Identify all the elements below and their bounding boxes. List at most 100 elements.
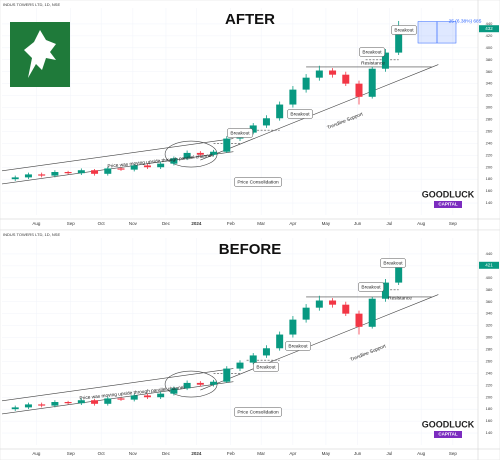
annotation: 25 (6.38%) 685: [449, 18, 482, 24]
consolidation-ellipse: [164, 370, 218, 398]
candle-body: [395, 28, 403, 53]
candle-body: [183, 382, 191, 389]
candle-body: [329, 70, 337, 75]
candle-body: [329, 300, 337, 305]
annotation: Price Consolidation: [234, 177, 282, 187]
logo-mark: [24, 30, 56, 78]
annotation-text: Breakout: [361, 284, 381, 290]
y-tick-label: 280: [486, 117, 493, 122]
x-tick-label: 2024: [191, 221, 202, 226]
y-tick-label: 380: [486, 287, 493, 292]
annotation: Breakout: [359, 47, 385, 57]
candle-body: [143, 165, 151, 168]
chart-title: BEFORE: [219, 241, 282, 258]
drawing-line: [1, 381, 234, 415]
brand-name: GOODLUCK: [422, 189, 475, 199]
brand-badge: [434, 201, 462, 208]
x-tick-label: Jul: [387, 451, 393, 456]
x-tick-label: Jun: [354, 451, 362, 456]
annotation-text: Breakout: [383, 260, 403, 266]
x-tick-label: Feb: [227, 451, 235, 456]
annotation-box: [391, 25, 417, 35]
annotation-text: Price Consolidation: [237, 179, 279, 185]
y-tick-label: 160: [486, 418, 493, 423]
y-tick-label: 260: [486, 128, 493, 133]
y-tick-label: 320: [486, 93, 493, 98]
drawing-line: [1, 138, 234, 172]
candle-body: [210, 381, 218, 385]
y-tick-label: 400: [486, 275, 493, 280]
candle-body: [223, 368, 231, 382]
candle-body: [355, 313, 363, 327]
x-tick-label: Aug: [32, 451, 41, 456]
candle-body: [51, 172, 59, 176]
y-tick-label: 260: [486, 358, 493, 363]
annotation: Breakout: [227, 128, 253, 138]
candle-body: [64, 172, 72, 174]
candle-body: [38, 404, 46, 406]
y-tick-label: 440: [486, 251, 493, 256]
candle-body: [355, 83, 363, 97]
candle-body: [77, 400, 85, 404]
annotation: Resistance: [388, 295, 412, 301]
x-tick-label: Oct: [98, 451, 106, 456]
y-tick-label: 160: [486, 188, 493, 193]
candle-body: [11, 407, 19, 410]
last-price-label: 432: [485, 26, 493, 31]
candle-body: [11, 177, 19, 180]
x-tick-label: Apr: [289, 451, 297, 456]
candle-body: [276, 334, 284, 349]
y-tick-label: 180: [486, 176, 493, 181]
annotation-text: Breakout: [256, 364, 276, 370]
annotation-box: [234, 407, 282, 417]
brand-sub: CAPITAL: [438, 432, 457, 437]
annotation-box: [253, 362, 279, 372]
y-tick-label: 360: [486, 69, 493, 74]
annotation-box: [380, 258, 406, 268]
candle-body: [276, 104, 284, 119]
x-tick-label: 2024: [191, 451, 202, 456]
chart-header: INDUS TOWERS LTD, 1D, NSE: [3, 232, 60, 237]
x-tick-label: Nov: [129, 451, 138, 456]
candle-body: [302, 307, 310, 320]
candle-body: [91, 170, 99, 174]
y-tick-label: 140: [486, 430, 493, 435]
brand-name: GOODLUCK: [422, 419, 475, 429]
y-tick-label: 140: [486, 200, 493, 205]
annotation-text: Resistance: [388, 295, 412, 301]
candle-body: [117, 398, 125, 400]
candle-body: [170, 388, 178, 394]
candle-body: [117, 168, 125, 170]
x-tick-label: Sep: [449, 451, 458, 456]
y-tick-label: 300: [486, 105, 493, 110]
annotation-text: Breakout: [230, 130, 250, 136]
last-price-box: [479, 25, 499, 33]
candle-body: [395, 265, 403, 283]
candle-body: [289, 319, 297, 335]
candle-body: [157, 163, 165, 168]
candle-body: [104, 168, 112, 174]
candle-body: [289, 89, 297, 105]
y-tick-label: 380: [486, 57, 493, 62]
candle-body: [368, 68, 376, 97]
candle-body: [130, 165, 138, 170]
y-tick-label: 320: [486, 323, 493, 328]
x-tick-label: May: [322, 221, 331, 226]
candle-body: [104, 398, 112, 404]
candle-body: [315, 300, 323, 308]
y-tick-label: 280: [486, 347, 493, 352]
annotation: Breakout: [391, 25, 417, 35]
x-tick-label: Dec: [162, 221, 171, 226]
candle-body: [249, 355, 257, 363]
consolidation-ellipse: [164, 140, 218, 168]
annotation-text: Price Consolidation: [237, 409, 279, 415]
x-tick-label: Sep: [449, 221, 458, 226]
annotation: Price Consolidation: [234, 407, 282, 417]
annotation-box: [359, 47, 385, 57]
candle-body: [196, 382, 204, 385]
candle-body: [51, 402, 59, 406]
candle-body: [130, 395, 138, 400]
brand-sub: CAPITAL: [438, 202, 457, 207]
candle-body: [143, 395, 151, 398]
x-tick-label: Nov: [129, 221, 138, 226]
